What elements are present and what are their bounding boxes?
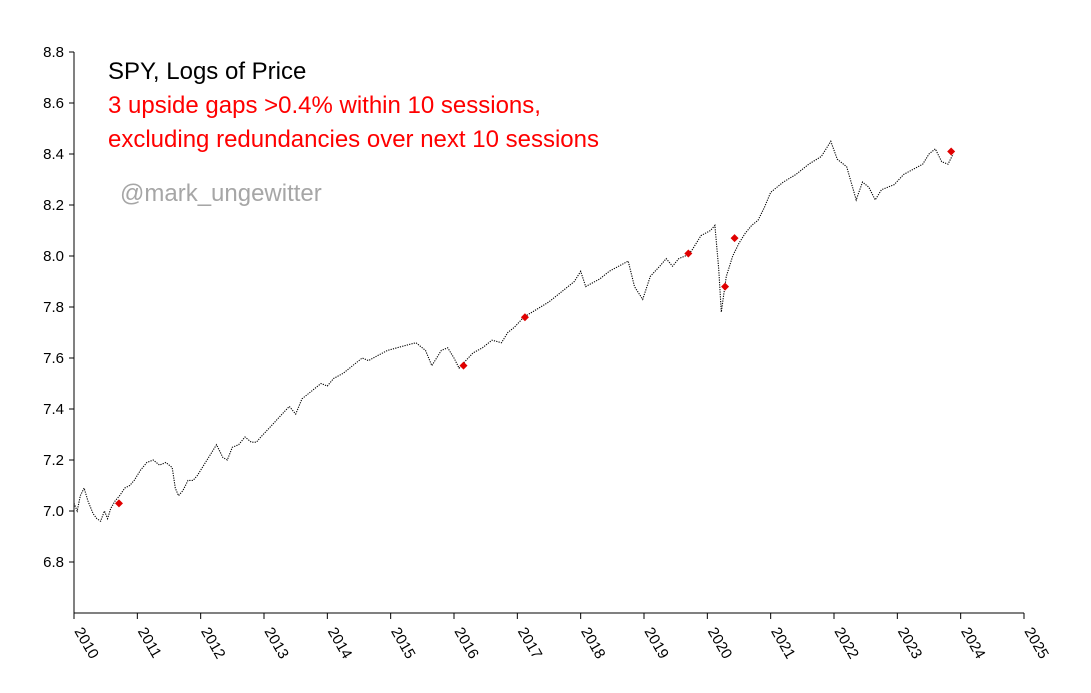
y-tick-label: 7.2 [43,452,64,469]
y-tick-label: 8.2 [43,197,64,214]
signal-marker [730,234,739,243]
y-tick-label: 6.8 [43,554,64,571]
signal-marker [459,361,468,370]
price-series-line [73,140,954,523]
signal-marker [721,282,730,291]
y-tick-label: 8.6 [43,95,64,112]
y-tick-label: 8.8 [43,44,64,61]
y-tick-label: 8.4 [43,146,64,163]
chart-title: SPY, Logs of Price [108,58,306,85]
y-tick-label: 8.0 [43,248,64,265]
signal-markers-group [114,147,956,508]
watermark: @mark_ungewitter [120,180,322,207]
chart-subtitle-line-2: excluding redundancies over next 10 sess… [108,126,599,153]
signal-marker [947,147,956,156]
y-tick-label: 7.8 [43,299,64,316]
signal-marker [520,313,529,322]
chart-subtitle-line-1: 3 upside gaps >0.4% within 10 sessions, [108,92,541,119]
signal-marker [114,499,123,508]
y-tick-label: 7.0 [43,503,64,520]
signal-marker [684,249,693,258]
price-line-group [73,140,954,523]
y-tick-label: 7.6 [43,350,64,367]
y-tick-label: 7.4 [43,401,64,418]
